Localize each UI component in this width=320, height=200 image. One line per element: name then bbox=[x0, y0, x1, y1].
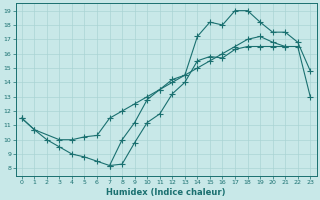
X-axis label: Humidex (Indice chaleur): Humidex (Indice chaleur) bbox=[106, 188, 226, 197]
